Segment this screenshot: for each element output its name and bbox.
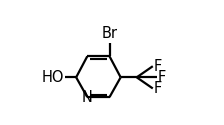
Text: N: N — [82, 90, 93, 105]
Text: HO: HO — [41, 70, 64, 85]
Text: F: F — [154, 59, 162, 74]
Text: Br: Br — [101, 26, 118, 42]
Text: F: F — [154, 81, 162, 96]
Text: F: F — [158, 70, 166, 85]
